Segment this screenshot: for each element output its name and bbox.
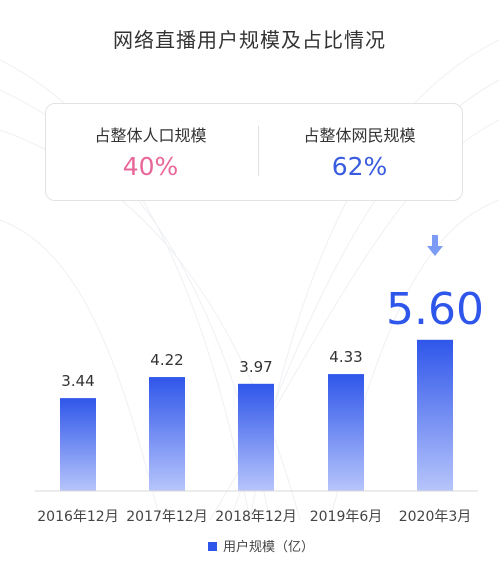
bar [417, 339, 453, 491]
bar [238, 383, 274, 491]
x-tick-label: 2016年12月 [37, 509, 118, 525]
data-label: 3.44 [61, 372, 94, 390]
page-title: 网络直播用户规模及占比情况 [113, 28, 386, 52]
legend: 用户规模（亿） [208, 539, 314, 555]
data-label: 5.60 [386, 284, 484, 335]
stat-population-share: 占整体人口规模 40% [46, 104, 255, 202]
x-tick-label: 2018年12月 [215, 509, 296, 525]
x-tick-label: 2019年6月 [310, 509, 383, 525]
data-label: 3.97 [239, 358, 272, 376]
stat-label: 占整体网民规模 [303, 126, 416, 145]
stats-card: 占整体人口规模 40% 占整体网民规模 62% [45, 103, 463, 201]
stat-value: 62% [331, 152, 388, 181]
bar-chart: 3.44 4.22 3.97 4.33 5.60 2016年12月 2017年12月 201… [35, 235, 484, 555]
stat-netizen-share: 占整体网民规模 62% [255, 104, 464, 202]
bar [328, 374, 364, 491]
x-tick-label: 2020年3月 [399, 509, 472, 525]
arrow-down-icon [427, 235, 443, 256]
legend-label: 用户规模（亿） [223, 539, 314, 555]
bar [149, 377, 185, 491]
x-tick-label: 2017年12月 [126, 509, 207, 525]
bar [60, 398, 96, 491]
stat-label: 占整体人口规模 [94, 126, 207, 145]
data-label: 4.33 [329, 348, 362, 366]
data-label: 4.22 [150, 351, 183, 369]
legend-swatch [208, 542, 217, 551]
stat-divider [258, 126, 259, 176]
stat-value: 40% [122, 152, 179, 181]
